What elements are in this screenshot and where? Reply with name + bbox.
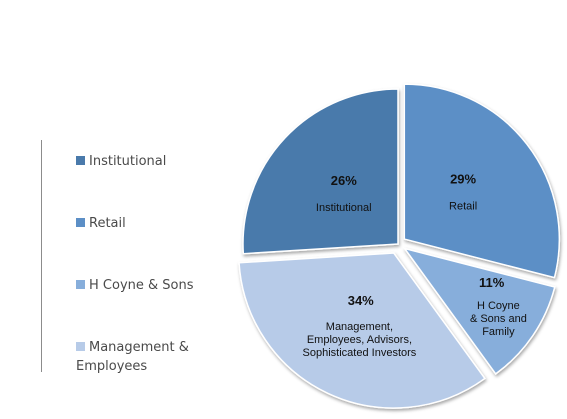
slice-label-h-coyne-sons-line-1: H Coyne [477, 300, 520, 312]
pie-slices [238, 83, 561, 409]
legend-swatch-institutional [76, 156, 85, 165]
pie-slice-h-coyne-sons [402, 247, 556, 375]
legend-item-management-employees: Management & Employees [76, 338, 189, 376]
slice-label-management-employees-line-3: Sophisticated Investors [303, 347, 417, 359]
value-label-institutional: 26% [331, 173, 357, 188]
legend-item-institutional: Institutional [76, 152, 166, 171]
legend-item-retail: Retail [76, 214, 126, 233]
legend-divider [41, 140, 42, 372]
slice-label-retail-line-1: Retail [449, 200, 477, 212]
slice-label-management-employees-line-1: Management, [326, 321, 393, 333]
legend-swatch-management-employees [76, 342, 85, 351]
value-label-management-employees: 34% [348, 293, 374, 308]
legend-label-institutional: Institutional [89, 154, 167, 169]
slice-label-management-employees-line-2: Employees, Advisors, [307, 334, 412, 346]
value-label-retail: 29% [450, 171, 476, 186]
legend-label-retail: Retail [89, 216, 126, 231]
slice-label-h-coyne-sons-line-2: & Sons and [470, 313, 527, 325]
legend-swatch-retail [76, 218, 85, 227]
pie-labels: 26% Institutional 29% Retail 11% H Coyne& Son… [303, 171, 527, 358]
legend-swatch-h-coyne-sons [76, 280, 85, 289]
slice-label-institutional-line-1: Institutional [316, 202, 372, 214]
legend-label-management-employees-line2: Employees [76, 359, 148, 374]
legend-label-h-coyne-sons: H Coyne & Sons [89, 278, 194, 293]
slice-label-h-coyne-sons-line-3: Family [482, 326, 515, 338]
pie-slice-institutional [242, 88, 399, 255]
legend-label-management-employees: Management & [89, 340, 189, 355]
value-label-h-coyne-sons: 11% [479, 275, 505, 290]
pie-slice-management-employees [238, 252, 486, 409]
legend-item-h-coyne-sons: H Coyne & Sons [76, 276, 194, 295]
pie-slice-retail [403, 83, 561, 279]
